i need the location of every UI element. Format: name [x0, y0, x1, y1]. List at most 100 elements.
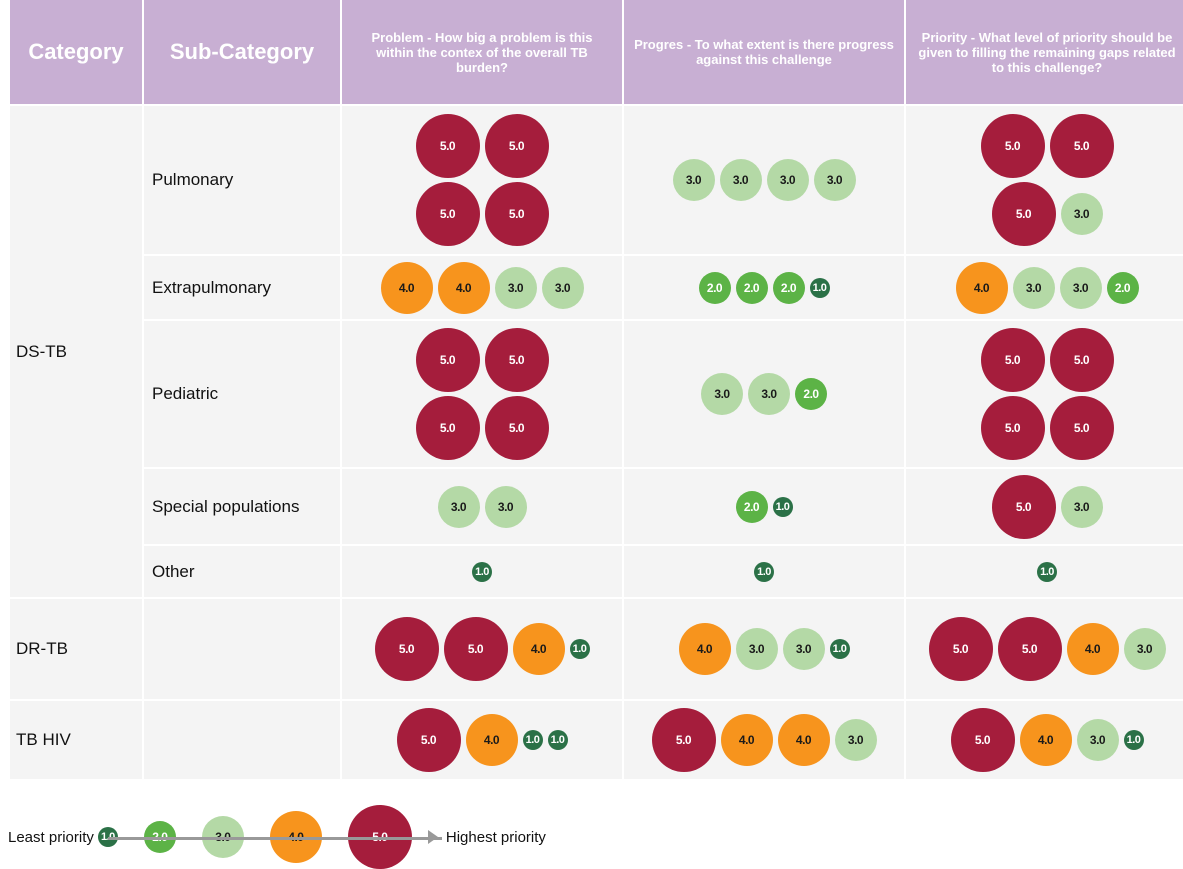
rating-bubble: 3.0 [782, 628, 825, 670]
rating-bubble: 5.0 [443, 617, 508, 681]
header-cell: Category [10, 0, 142, 104]
rating-bubble: 2.0 [795, 378, 827, 410]
rating-bubble: 4.0 [380, 261, 433, 314]
header-cell: Progres - To what extent is there progre… [624, 0, 904, 104]
legend-low: Least priority [8, 828, 94, 846]
rating-bubble: 5.0 [484, 396, 549, 460]
rating-bubble: 1.0 [754, 561, 774, 582]
rating-cell: 5.0 5.0 5.0 5.0 [342, 106, 622, 254]
category-cell: TB HIV [10, 701, 142, 779]
rating-bubble: 2.0 [772, 271, 805, 304]
rating-bubble: 1.0 [809, 277, 830, 298]
bubble-row: 5.0 5.0 [980, 328, 1114, 392]
rating-bubble: 5.0 [980, 396, 1045, 460]
bubble-row: 2.0 1.0 [735, 490, 793, 523]
rating-bubble: 5.0 [928, 617, 993, 681]
rating-bubble: 3.0 [766, 159, 809, 201]
rating-cell: 1.0 [624, 546, 904, 597]
bubble-row: 5.0 4.0 3.0 1.0 [950, 708, 1144, 772]
rating-bubble: 2.0 [735, 490, 768, 523]
rating-bubble: 3.0 [437, 485, 480, 528]
bubble-row: 5.0 5.0 [415, 328, 549, 392]
bubble-row: 4.0 4.0 3.0 3.0 [380, 261, 584, 314]
rating-bubble: 4.0 [955, 261, 1008, 314]
rating-bubble: 3.0 [1123, 628, 1166, 670]
rating-bubble: 5.0 [396, 708, 461, 772]
rating-bubble: 5.0 [1049, 114, 1114, 178]
rating-cell: 3.0 3.0 3.0 3.0 [624, 106, 904, 254]
rating-bubble: 4.0 [1066, 623, 1119, 675]
rating-cell: 1.0 [342, 546, 622, 597]
rating-bubble: 5.0 [997, 617, 1062, 681]
rating-bubble: 5.0 [484, 182, 549, 246]
rating-bubble: 3.0 [494, 266, 537, 309]
header-cell: Problem - How big a problem is this with… [342, 0, 622, 104]
sub-category-cell: Pulmonary [144, 106, 340, 254]
rating-bubble: 3.0 [672, 159, 715, 201]
header-cell: Sub-Category [144, 0, 340, 104]
category-cell: DR-TB [10, 599, 142, 699]
rating-cell: 5.0 5.0 5.0 3.0 [906, 106, 1183, 254]
rating-bubble: 3.0 [834, 719, 877, 761]
bubble-row: 5.0 3.0 [991, 182, 1103, 246]
bubble-row: 5.0 3.0 [991, 474, 1103, 539]
rating-bubble: 3.0 [748, 373, 790, 415]
rating-bubble: 5.0 [950, 708, 1015, 772]
rating-bubble: 1.0 [772, 496, 793, 517]
rating-bubble: 4.0 [678, 623, 731, 675]
rating-bubble: 1.0 [522, 730, 543, 750]
bubble-row: 5.0 5.0 [980, 114, 1114, 178]
rating-bubble: 4.0 [437, 261, 490, 314]
rating-bubble: 2.0 [698, 271, 731, 304]
rating-bubble: 5.0 [484, 328, 549, 392]
rating-bubble: 5.0 [991, 474, 1056, 539]
sub-category-cell: Extrapulmonary [144, 256, 340, 319]
rating-bubble: 2.0 [735, 271, 768, 304]
bubble-row: 5.0 5.0 4.0 3.0 [928, 617, 1166, 681]
legend-scale: 1.02.03.04.05.0 [97, 805, 442, 869]
rating-cell: 5.0 5.0 4.0 3.0 [906, 599, 1183, 699]
rating-cell: 2.0 2.0 2.0 1.0 [624, 256, 904, 319]
rating-bubble: 3.0 [1060, 193, 1103, 235]
rating-bubble: 3.0 [813, 159, 856, 201]
rating-bubble: 4.0 [512, 623, 565, 675]
bubble-row: 4.0 3.0 3.0 2.0 [955, 261, 1139, 314]
rating-bubble: 5.0 [484, 114, 549, 178]
rating-cell: 4.0 4.0 3.0 3.0 [342, 256, 622, 319]
rating-bubble: 4.0 [777, 714, 830, 766]
rating-cell: 5.0 5.0 4.0 1.0 [342, 599, 622, 699]
rating-bubble: 1.0 [1123, 730, 1144, 750]
rating-bubble: 3.0 [1060, 485, 1103, 528]
rating-cell: 5.0 5.0 5.0 5.0 [906, 321, 1183, 467]
bubble-row: 4.0 3.0 3.0 1.0 [678, 623, 850, 675]
bubble-row: 3.0 3.0 2.0 [701, 373, 827, 415]
rating-bubble: 5.0 [991, 182, 1056, 246]
rating-bubble: 3.0 [701, 373, 743, 415]
rating-bubble: 5.0 [1049, 328, 1114, 392]
bubble-row: 3.0 3.0 [437, 485, 527, 528]
rating-bubble: 1.0 [547, 730, 568, 750]
bubble-row: 5.0 5.0 [415, 396, 549, 460]
rating-bubble: 5.0 [980, 114, 1045, 178]
rating-bubble: 3.0 [1076, 719, 1119, 761]
rating-bubble: 3.0 [484, 485, 527, 528]
rating-bubble: 3.0 [719, 159, 762, 201]
rating-bubble: 1.0 [569, 639, 590, 659]
rating-bubble: 5.0 [415, 328, 480, 392]
sub-category-cell [144, 599, 340, 699]
rating-bubble: 4.0 [720, 714, 773, 766]
bubble-row: 1.0 [1037, 561, 1057, 582]
bubble-row: 1.0 [472, 561, 492, 582]
rating-cell: 1.0 [906, 546, 1183, 597]
bubble-row: 5.0 5.0 [415, 182, 549, 246]
rating-bubble: 2.0 [1106, 271, 1139, 304]
bubble-row: 5.0 5.0 [980, 396, 1114, 460]
rating-bubble: 1.0 [829, 639, 850, 659]
bubble-row: 5.0 5.0 [415, 114, 549, 178]
rating-bubble: 5.0 [415, 396, 480, 460]
bubble-row: 5.0 4.0 4.0 3.0 [651, 708, 877, 772]
bubble-row: 2.0 2.0 2.0 1.0 [698, 271, 830, 304]
rating-cell: 5.0 4.0 1.0 1.0 [342, 701, 622, 779]
rating-bubble: 5.0 [415, 114, 480, 178]
rating-cell: 5.0 5.0 5.0 5.0 [342, 321, 622, 467]
